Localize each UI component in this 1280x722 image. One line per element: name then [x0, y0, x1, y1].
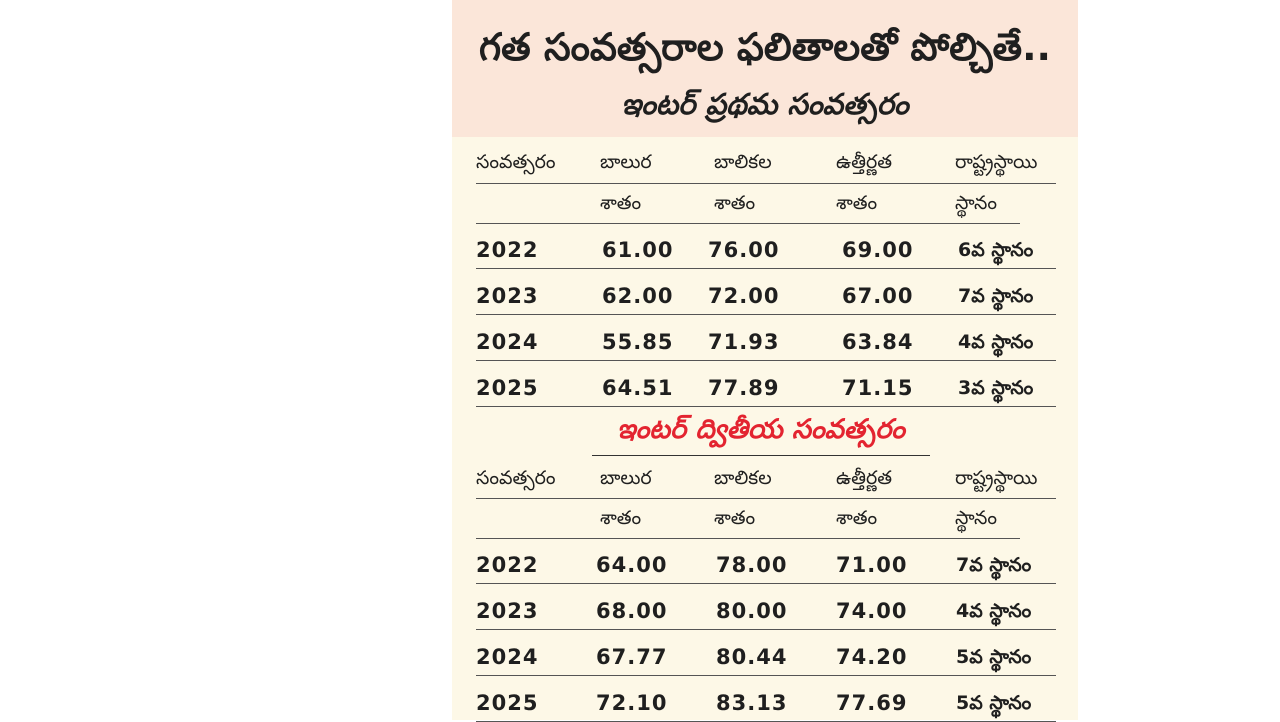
- percent-cell: 77.69: [836, 691, 908, 715]
- column-header: బాలుర: [600, 151, 652, 173]
- column-subheader: శాతం: [600, 507, 642, 529]
- percent-cell: 71.15: [842, 376, 914, 400]
- percent-cell: 71.93: [708, 330, 780, 354]
- rank-cell: 7వ స్థానం: [958, 285, 1034, 307]
- rank-cell: 5వ స్థానం: [956, 692, 1032, 714]
- column-subheader: శాతం: [714, 507, 756, 529]
- column-header: ఉత్తీర్ణత: [836, 151, 893, 173]
- header-rule: [476, 223, 1020, 224]
- row-divider: [476, 583, 1056, 584]
- percent-cell: 64.00: [596, 553, 668, 577]
- rank-cell: 7వ స్థానం: [956, 554, 1032, 576]
- row-divider: [476, 406, 1056, 407]
- rank-cell: 3వ స్థానం: [958, 377, 1034, 399]
- year-cell: 2024: [476, 645, 539, 669]
- rank-cell: 4వ స్థానం: [956, 600, 1032, 622]
- percent-cell: 72.00: [708, 284, 780, 308]
- percent-cell: 63.84: [842, 330, 914, 354]
- year-cell: 2024: [476, 330, 539, 354]
- column-header: బాలికల: [714, 467, 772, 489]
- percent-cell: 69.00: [842, 238, 914, 262]
- percent-cell: 80.00: [716, 599, 788, 623]
- column-header: రాష్ట్రస్థాయి: [955, 467, 1038, 489]
- column-header: ఉత్తీర్ణత: [836, 467, 893, 489]
- percent-cell: 74.00: [836, 599, 908, 623]
- year-cell: 2023: [476, 284, 539, 308]
- header-rule: [476, 183, 1056, 184]
- column-subheader: స్థానం: [955, 507, 997, 529]
- column-header: సంవత్సరం: [476, 467, 556, 489]
- row-divider: [476, 360, 1056, 361]
- column-subheader: శాతం: [714, 192, 756, 214]
- section1-title: ఇంటర్‌ ప్రథమ సంవత్సరం: [621, 87, 909, 121]
- rank-cell: 6వ స్థానం: [958, 239, 1034, 261]
- percent-cell: 76.00: [708, 238, 780, 262]
- title-header: గత సంవత్సరాల ఫలితాలతో పోల్చితే.. ఇంటర్‌ …: [452, 0, 1078, 137]
- year-cell: 2022: [476, 553, 539, 577]
- column-header: బాలికల: [714, 151, 772, 173]
- percent-cell: 72.10: [596, 691, 668, 715]
- percent-cell: 67.00: [842, 284, 914, 308]
- column-subheader: స్థానం: [955, 192, 997, 214]
- column-subheader: శాతం: [836, 192, 878, 214]
- results-comparison-panel: గత సంవత్సరాల ఫలితాలతో పోల్చితే.. ఇంటర్‌ …: [452, 0, 1078, 722]
- year-cell: 2025: [476, 376, 539, 400]
- column-subheader: శాతం: [600, 192, 642, 214]
- percent-cell: 71.00: [836, 553, 908, 577]
- percent-cell: 61.00: [602, 238, 674, 262]
- row-divider: [476, 314, 1056, 315]
- section2-title-underline: [592, 455, 930, 456]
- column-header: రాష్ట్రస్థాయి: [955, 151, 1038, 173]
- column-header: బాలుర: [600, 467, 652, 489]
- column-subheader: శాతం: [836, 507, 878, 529]
- main-title: గత సంవత్సరాల ఫలితాలతో పోల్చితే..: [479, 25, 1051, 69]
- percent-cell: 68.00: [596, 599, 668, 623]
- percent-cell: 77.89: [708, 376, 780, 400]
- header-rule: [476, 538, 1020, 539]
- percent-cell: 78.00: [716, 553, 788, 577]
- year-cell: 2025: [476, 691, 539, 715]
- percent-cell: 74.20: [836, 645, 908, 669]
- percent-cell: 64.51: [602, 376, 674, 400]
- row-divider: [476, 675, 1056, 676]
- percent-cell: 62.00: [602, 284, 674, 308]
- row-divider: [476, 268, 1056, 269]
- row-divider: [476, 629, 1056, 630]
- section2-title: ఇంటర్‌ ద్వితీయ సంవత్సరం: [617, 414, 905, 445]
- percent-cell: 55.85: [602, 330, 674, 354]
- column-header: సంవత్సరం: [476, 151, 556, 173]
- year-cell: 2022: [476, 238, 539, 262]
- percent-cell: 67.77: [596, 645, 668, 669]
- percent-cell: 83.13: [716, 691, 788, 715]
- year-cell: 2023: [476, 599, 539, 623]
- rank-cell: 5వ స్థానం: [956, 646, 1032, 668]
- percent-cell: 80.44: [716, 645, 788, 669]
- header-rule: [476, 498, 1056, 499]
- rank-cell: 4వ స్థానం: [958, 331, 1034, 353]
